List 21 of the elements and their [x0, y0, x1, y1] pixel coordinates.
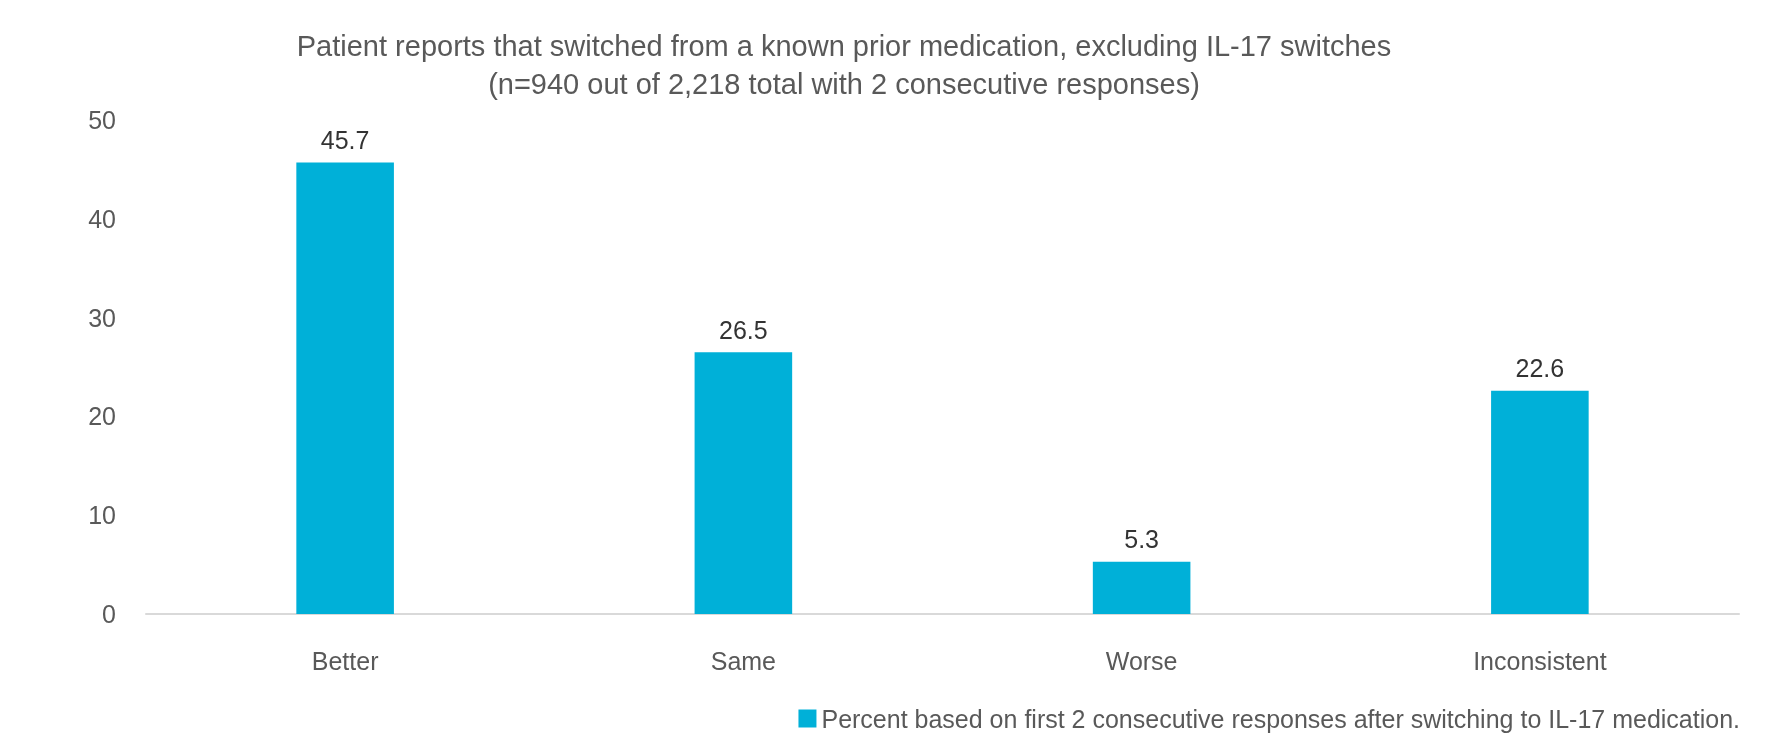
y-tick-label: 10	[88, 501, 116, 530]
data-label: 45.7	[320, 125, 370, 154]
data-label: 22.6	[1515, 354, 1565, 383]
chart-subtitle: (n=940 out of 2,218 total with 2 consecutive responses)	[488, 67, 1200, 100]
y-tick-label: 20	[88, 402, 116, 431]
data-label: 26.5	[719, 315, 768, 344]
bar	[296, 162, 394, 614]
data-label: 5.3	[1124, 525, 1160, 554]
x-tick-label: Inconsistent	[1473, 646, 1607, 675]
bar	[1092, 561, 1191, 614]
x-tick-label: Same	[710, 646, 777, 675]
legend-label: Percent based on first 2 consecutive responses after switching to IL-17 medication.	[821, 704, 1740, 733]
y-tick-label: 50	[88, 106, 116, 134]
chart-title: Patient reports that switched from a known prior medication, excluding IL-17 switches	[296, 29, 1392, 62]
y-tick-label: 40	[88, 204, 116, 233]
y-tick-label: 0	[102, 600, 116, 628]
bar	[1491, 390, 1589, 614]
y-tick-label: 30	[88, 303, 116, 332]
bar	[694, 352, 793, 614]
x-tick-label: Better	[311, 646, 379, 675]
x-tick-label: Worse	[1105, 646, 1178, 675]
